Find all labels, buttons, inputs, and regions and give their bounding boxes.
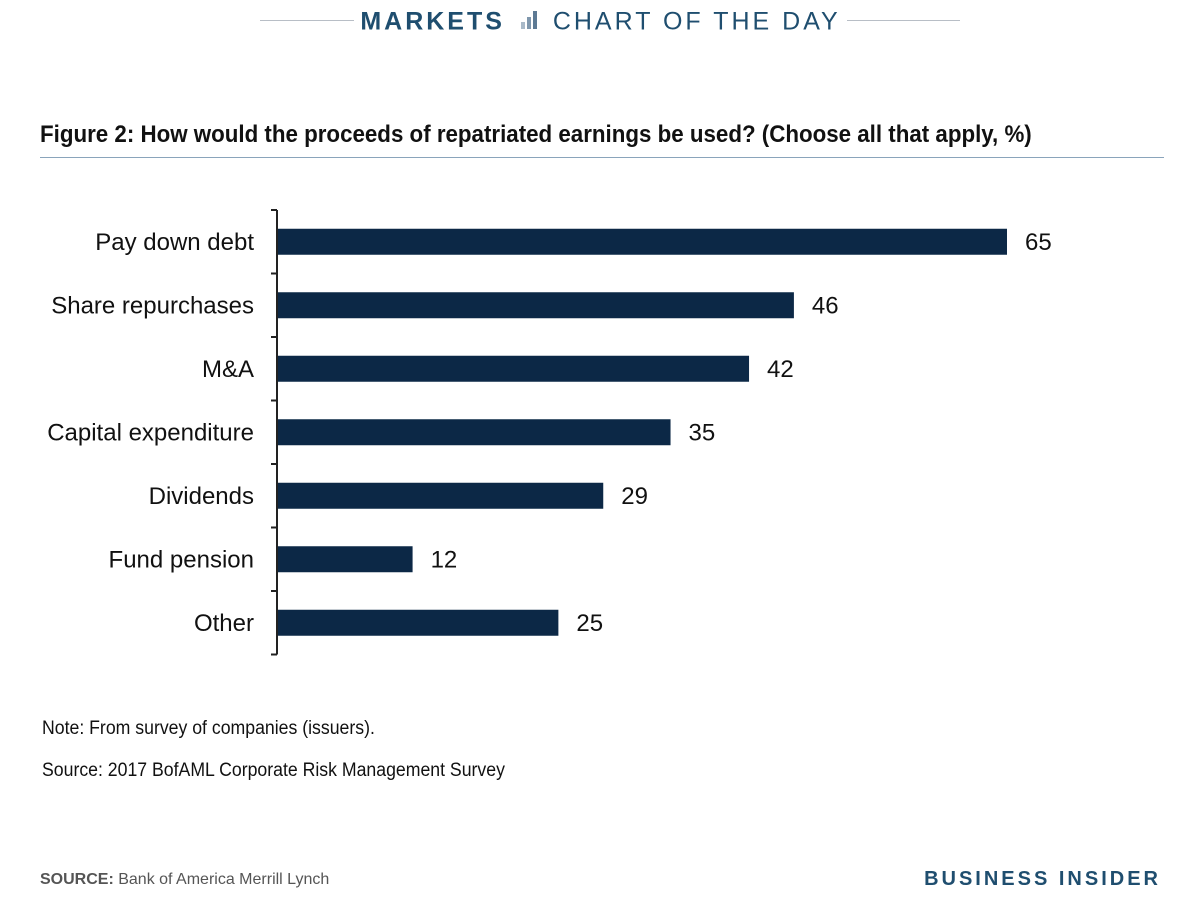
chart-of-the-day-banner: MARKETS CHART OF THE DAY	[0, 0, 1201, 44]
category-label: Share repurchases	[51, 292, 254, 319]
footer-source-text: Bank of America Merrill Lynch	[118, 871, 330, 888]
data-label: 35	[689, 419, 716, 446]
data-label: 65	[1025, 229, 1052, 256]
data-label: 29	[621, 483, 648, 510]
business-insider-logo: BUSINESS INSIDER	[924, 868, 1161, 890]
bar	[278, 482, 604, 509]
title-rule	[40, 157, 1164, 158]
bar	[278, 419, 671, 446]
bar	[278, 292, 794, 319]
bar-chart-icon	[520, 6, 538, 36]
chart-note: Note: From survey of companies (issuers)…	[42, 718, 375, 739]
data-label: 25	[576, 610, 603, 637]
category-label: M&A	[202, 356, 254, 383]
section-name: MARKETS	[360, 7, 505, 36]
bar	[278, 546, 413, 573]
category-label: Fund pension	[109, 546, 254, 573]
data-label: 12	[431, 546, 458, 573]
bar	[278, 609, 559, 636]
bar	[278, 355, 750, 382]
figure-title: Figure 2: How would the proceeds of repa…	[40, 121, 1032, 148]
data-label: 46	[812, 292, 839, 319]
footer-source: SOURCE: Bank of America Merrill Lynch	[40, 871, 329, 889]
category-label: Dividends	[149, 483, 254, 510]
bar	[278, 228, 1007, 255]
series-name: CHART OF THE DAY	[552, 7, 841, 36]
chart-source-note: Source: 2017 BofAML Corporate Risk Manag…	[42, 760, 505, 781]
category-label: Capital expenditure	[47, 419, 254, 446]
data-label: 42	[767, 356, 794, 383]
banner-title: MARKETS CHART OF THE DAY	[0, 6, 1201, 40]
category-label: Pay down debt	[95, 229, 254, 256]
category-label: Other	[194, 610, 254, 637]
bar-chart: Pay down debt Share repurchases M&A Capital…	[47, 209, 1052, 656]
footer-source-label: SOURCE:	[40, 871, 114, 888]
